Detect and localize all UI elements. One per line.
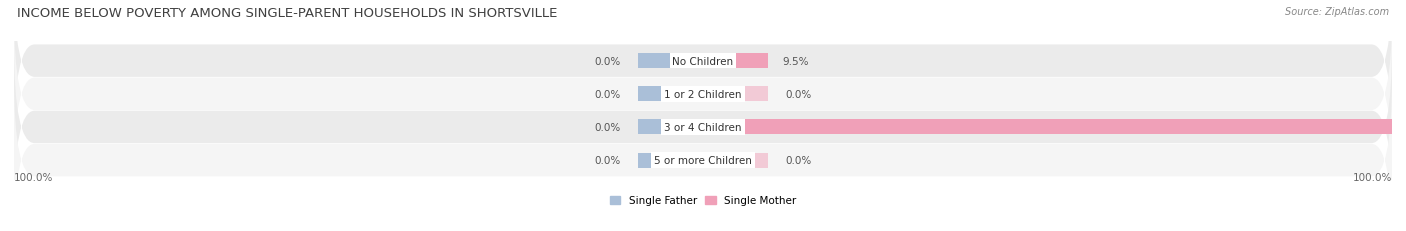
Text: No Children: No Children bbox=[672, 56, 734, 66]
FancyBboxPatch shape bbox=[14, 0, 1392, 144]
Bar bbox=[703, 153, 769, 168]
FancyBboxPatch shape bbox=[14, 12, 1392, 177]
Bar bbox=[703, 87, 769, 102]
Bar bbox=[703, 54, 769, 69]
Text: 1 or 2 Children: 1 or 2 Children bbox=[664, 89, 742, 99]
Bar bbox=[703, 120, 1392, 135]
Bar bbox=[637, 87, 703, 102]
Text: 0.0%: 0.0% bbox=[595, 89, 620, 99]
Text: Source: ZipAtlas.com: Source: ZipAtlas.com bbox=[1285, 7, 1389, 17]
Text: 0.0%: 0.0% bbox=[595, 155, 620, 165]
Text: 0.0%: 0.0% bbox=[595, 122, 620, 132]
Text: 100.0%: 100.0% bbox=[14, 172, 53, 182]
Text: 0.0%: 0.0% bbox=[595, 56, 620, 66]
Text: 100.0%: 100.0% bbox=[1353, 172, 1392, 182]
Text: 9.5%: 9.5% bbox=[782, 56, 808, 66]
Text: 5 or more Children: 5 or more Children bbox=[654, 155, 752, 165]
Text: 0.0%: 0.0% bbox=[786, 89, 811, 99]
Text: 3 or 4 Children: 3 or 4 Children bbox=[664, 122, 742, 132]
FancyBboxPatch shape bbox=[14, 45, 1392, 210]
FancyBboxPatch shape bbox=[14, 78, 1392, 231]
Legend: Single Father, Single Mother: Single Father, Single Mother bbox=[610, 195, 796, 206]
Bar bbox=[637, 120, 703, 135]
Text: 0.0%: 0.0% bbox=[786, 155, 811, 165]
Text: INCOME BELOW POVERTY AMONG SINGLE-PARENT HOUSEHOLDS IN SHORTSVILLE: INCOME BELOW POVERTY AMONG SINGLE-PARENT… bbox=[17, 7, 557, 20]
Bar bbox=[637, 54, 703, 69]
Bar bbox=[637, 153, 703, 168]
